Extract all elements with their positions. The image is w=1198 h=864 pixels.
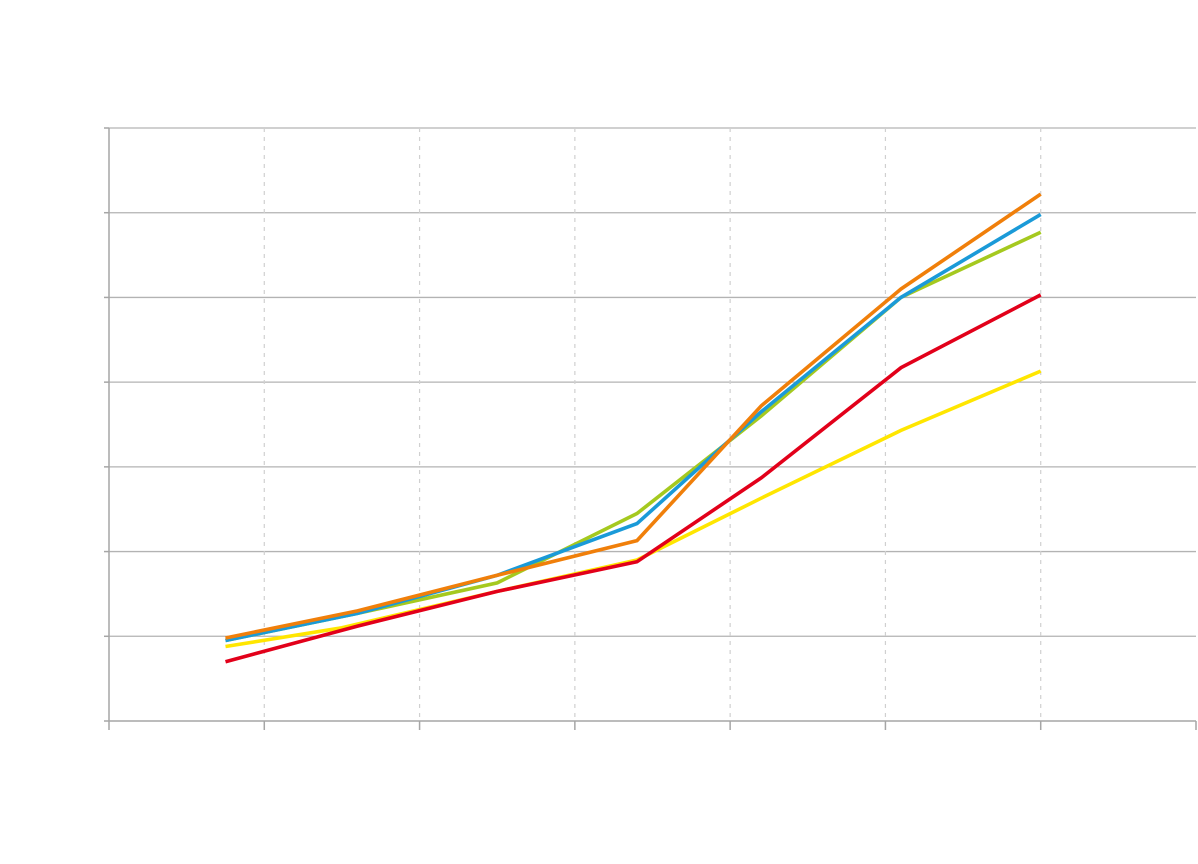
chart-series-group <box>225 192 1042 664</box>
series-line-3 <box>225 212 1042 643</box>
series-line-2 <box>225 230 1042 643</box>
series-line-4 <box>225 192 1042 640</box>
series-line-5 <box>225 293 1042 664</box>
series-line-1 <box>225 369 1042 649</box>
chart-grid <box>109 127 1196 721</box>
chart-axes <box>104 127 1197 730</box>
